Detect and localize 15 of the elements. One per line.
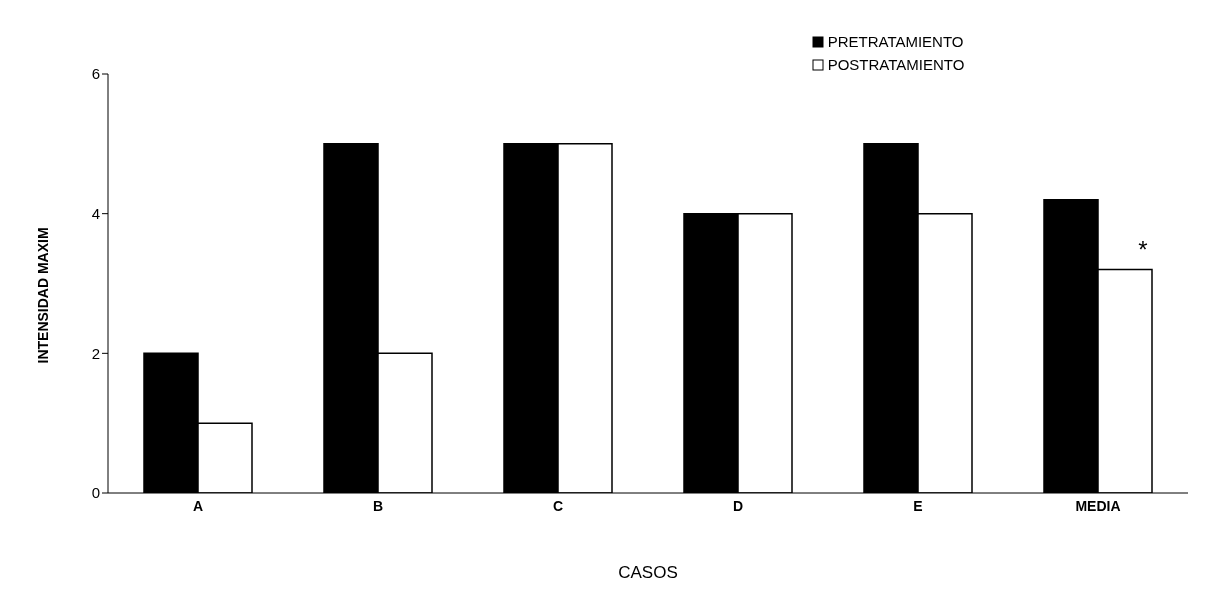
x-tick-label: E	[913, 497, 923, 514]
legend-label: PRETRATAMIENTO	[827, 33, 964, 50]
x-tick-label: D	[732, 497, 744, 514]
y-tick-label: 6	[91, 65, 100, 83]
x-tick-label: MEDIA	[1075, 497, 1121, 514]
annotation: *	[1138, 235, 1148, 263]
legend-label: POSTRATAMIENTO	[827, 56, 965, 73]
x-axis-title: CASOS	[618, 563, 678, 582]
y-tick-label: 0	[91, 484, 100, 502]
x-tick-label: C	[552, 497, 564, 514]
x-tick-label: B	[372, 497, 384, 514]
y-tick-label: 4	[91, 204, 100, 222]
x-tick-label: A	[192, 497, 204, 514]
y-tick-label: 2	[91, 344, 100, 362]
y-axis-title: INTENSIDAD MAXIM	[34, 227, 51, 364]
